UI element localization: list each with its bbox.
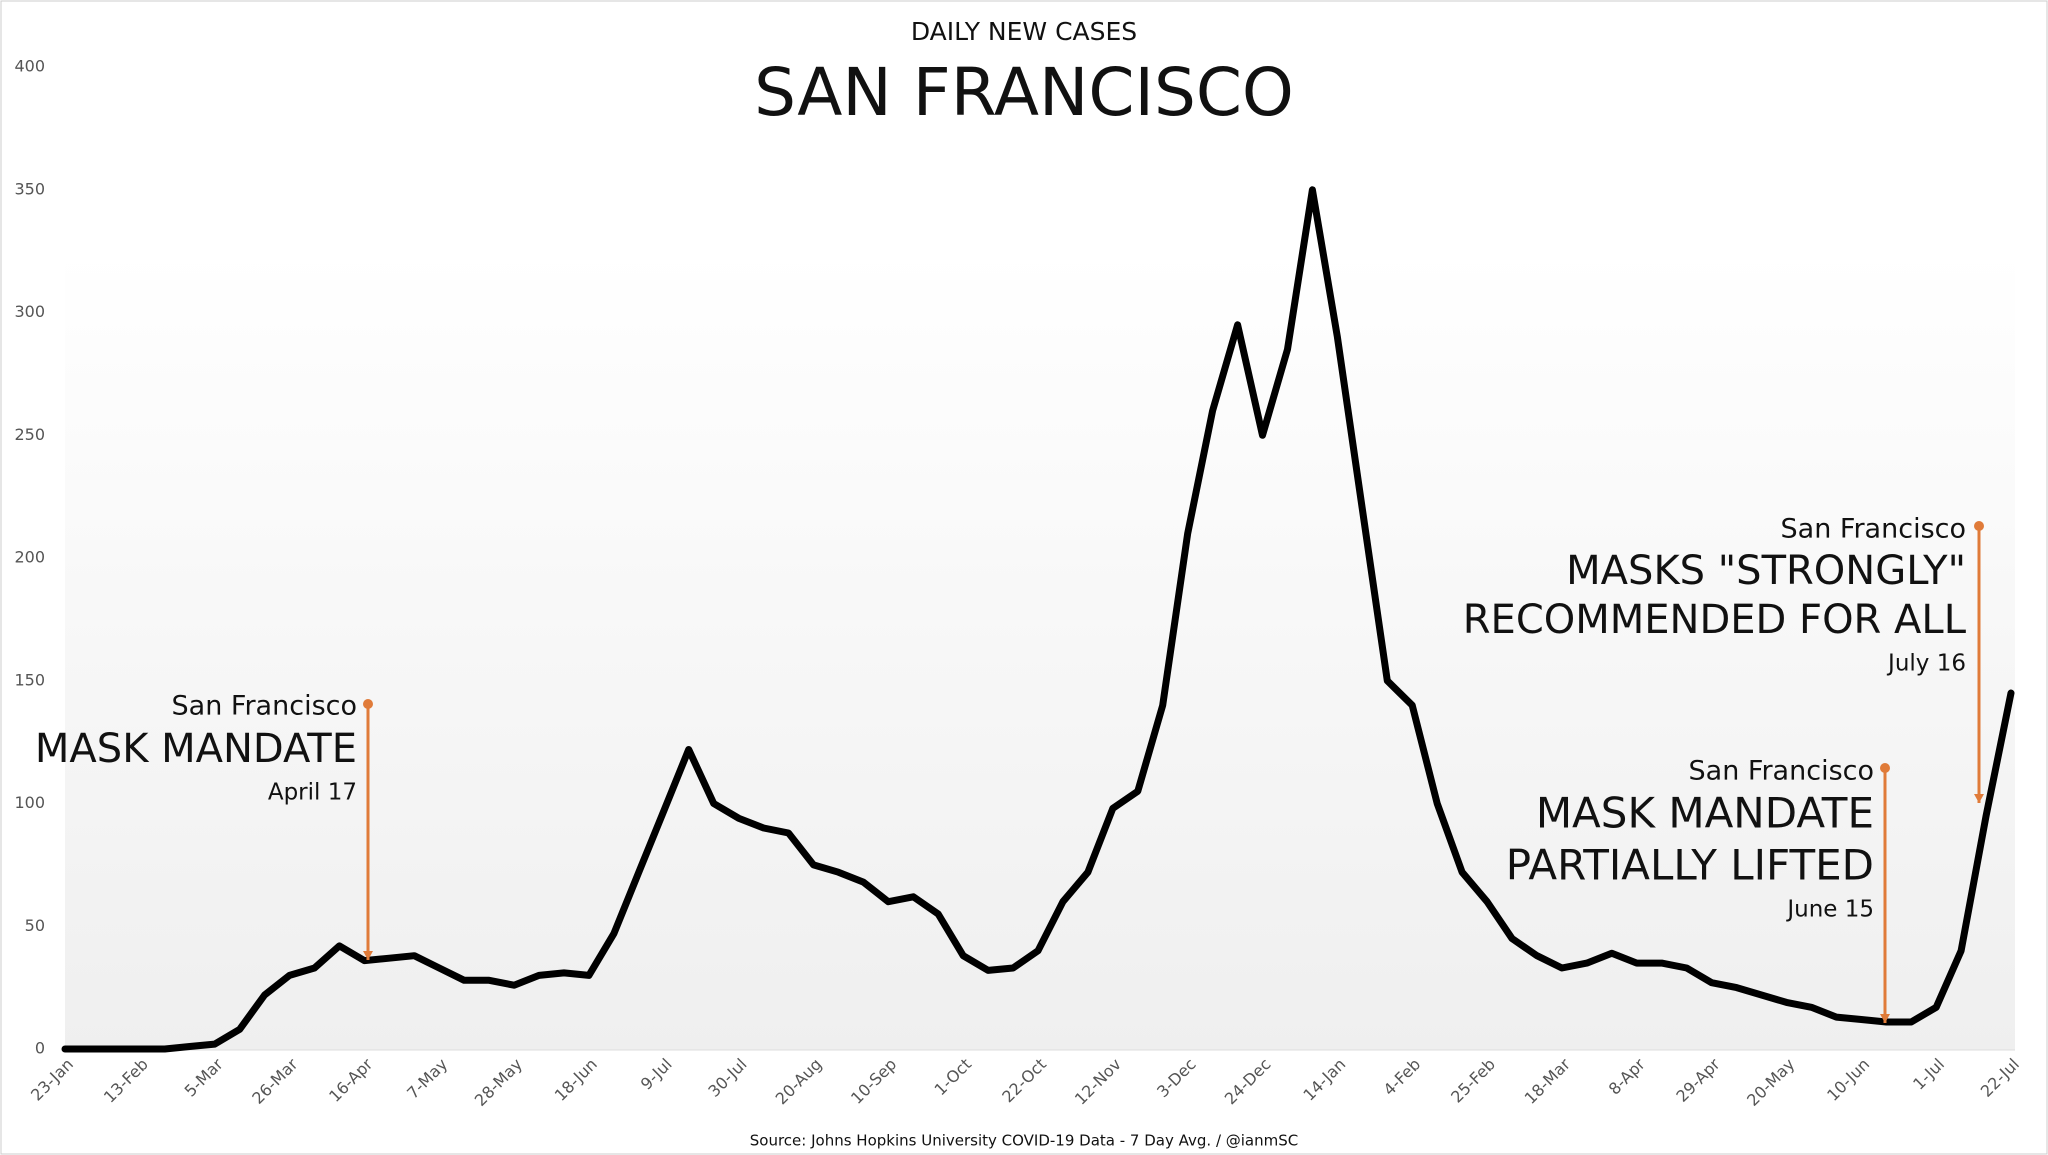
annotation-dot: [363, 699, 373, 709]
annotation-text: MASK MANDATE: [35, 726, 357, 772]
y-tick-label: 200: [14, 548, 45, 567]
y-tick-label: 350: [14, 179, 45, 198]
y-tick-label: 50: [25, 916, 45, 935]
annotation-text: MASKS "STRONGLY": [1566, 548, 1966, 594]
annotation-arrow: [363, 951, 373, 960]
annotation-dot: [1880, 763, 1890, 773]
y-tick-label: 300: [14, 302, 45, 321]
chart-subtitle: DAILY NEW CASES: [911, 17, 1137, 46]
y-tick-label: 250: [14, 425, 45, 444]
annotation-place: San Francisco: [172, 691, 357, 722]
annotation-text: RECOMMENDED FOR ALL: [1463, 597, 1967, 643]
chart-title: SAN FRANCISCO: [754, 54, 1294, 131]
annotation-date: April 17: [268, 780, 357, 806]
annotation-place: San Francisco: [1689, 756, 1874, 787]
annotation-arrow: [1880, 1014, 1890, 1023]
y-tick-label: 100: [14, 793, 45, 812]
y-tick-label: 150: [14, 670, 45, 689]
line: [61, 186, 2015, 1053]
plot-background: [65, 250, 2015, 1050]
annotation-date: June 15: [1785, 897, 1874, 923]
annotation-text: MASK MANDATE: [1536, 789, 1874, 838]
annotation-arrow: [1974, 794, 1984, 803]
source: Source: Johns Hopkins University COVID-1…: [750, 1132, 1299, 1150]
annotation-place: San Francisco: [1781, 514, 1966, 545]
y-tick-label: 0: [35, 1039, 45, 1058]
annotation-text: PARTIALLY LIFTED: [1506, 841, 1874, 890]
annotation-date: July 16: [1886, 651, 1966, 677]
y-tick-label: 400: [14, 57, 45, 76]
annotation-dot: [1974, 521, 1984, 531]
